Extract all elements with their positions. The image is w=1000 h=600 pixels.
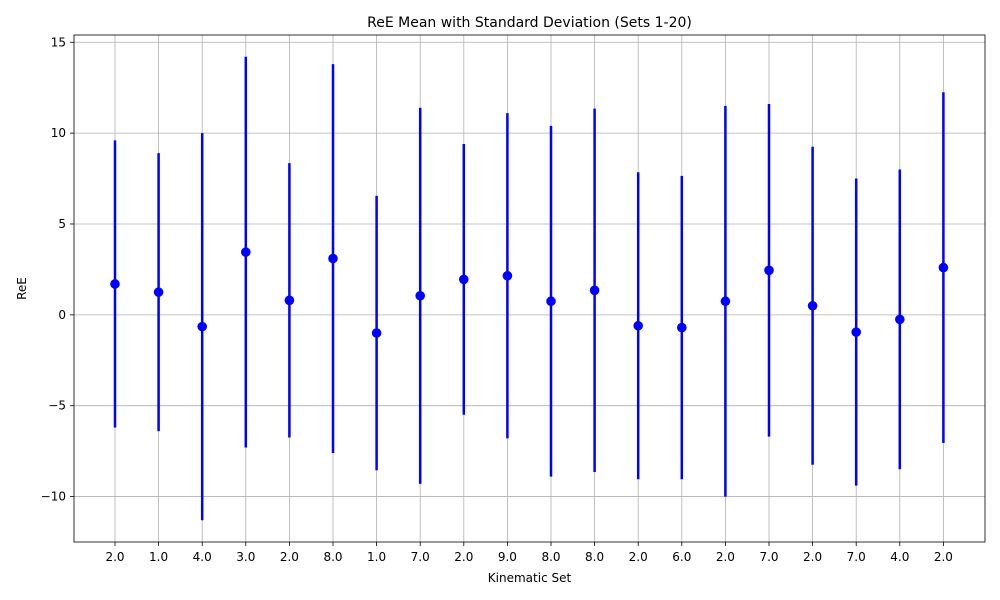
x-tick-label: 2.0 xyxy=(803,550,822,564)
x-tick-label: 3.0 xyxy=(236,550,255,564)
mean-point xyxy=(546,296,556,307)
mean-point xyxy=(284,295,295,306)
mean-point xyxy=(110,279,120,289)
y-tick-label: 0 xyxy=(58,308,66,322)
mean-point xyxy=(589,285,600,296)
mean-point xyxy=(851,327,861,337)
x-tick-label: 7.0 xyxy=(847,550,866,564)
mean-point xyxy=(241,247,251,257)
chart-title: ReE Mean with Standard Deviation (Sets 1… xyxy=(367,15,692,31)
x-tick-label: 2.0 xyxy=(280,550,299,564)
grid xyxy=(74,35,985,542)
x-tick-label: 1.0 xyxy=(367,550,386,564)
x-tick-label: 7.0 xyxy=(759,550,778,564)
mean-point xyxy=(197,321,207,332)
x-tick-label: 7.0 xyxy=(411,550,430,564)
mean-point xyxy=(720,296,731,307)
mean-point xyxy=(807,300,818,311)
mean-point xyxy=(895,314,905,325)
mean-point xyxy=(459,274,469,285)
plot-frame xyxy=(73,34,986,543)
mean-point xyxy=(415,290,426,301)
x-tick-label: 2.0 xyxy=(934,550,953,564)
mean-point xyxy=(764,265,774,276)
x-tick-label: 8.0 xyxy=(585,550,604,564)
mean-point xyxy=(633,320,643,331)
x-axis-label: Kinematic Set xyxy=(488,571,572,585)
mean-point xyxy=(502,270,513,281)
x-tick-label: 9.0 xyxy=(498,550,517,564)
x-tick-label: 1.0 xyxy=(149,550,168,564)
x-tick-label: 2.0 xyxy=(716,550,735,564)
x-tick-label: 4.0 xyxy=(890,550,909,564)
y-axis-label: ReE xyxy=(15,277,29,300)
mean-point xyxy=(153,287,164,297)
y-tick-label: 10 xyxy=(51,126,66,140)
mean-point xyxy=(328,253,338,264)
x-tick-label: 2.0 xyxy=(105,550,124,564)
x-tick-label: 2.0 xyxy=(454,550,473,564)
y-tick-label: −5 xyxy=(48,399,66,413)
axis-ticks: 2.0 1.0 4.0 3.0 2.0 8.0 1.0 7.0 2.0 9.0 8.0 8.0 2.0 6… xyxy=(41,35,953,564)
x-tick-label: 4.0 xyxy=(193,550,212,564)
x-tick-label: 8.0 xyxy=(323,550,342,564)
y-tick-label: 15 xyxy=(51,35,66,49)
x-tick-label: 6.0 xyxy=(672,550,691,564)
y-tick-label: −10 xyxy=(41,490,66,504)
y-tick-label: 5 xyxy=(58,217,66,231)
data-marks xyxy=(110,56,949,521)
mean-point xyxy=(677,322,687,333)
mean-point xyxy=(938,262,949,273)
mean-point xyxy=(371,328,382,338)
x-tick-label: 8.0 xyxy=(541,550,560,564)
x-tick-label: 2.0 xyxy=(629,550,648,564)
